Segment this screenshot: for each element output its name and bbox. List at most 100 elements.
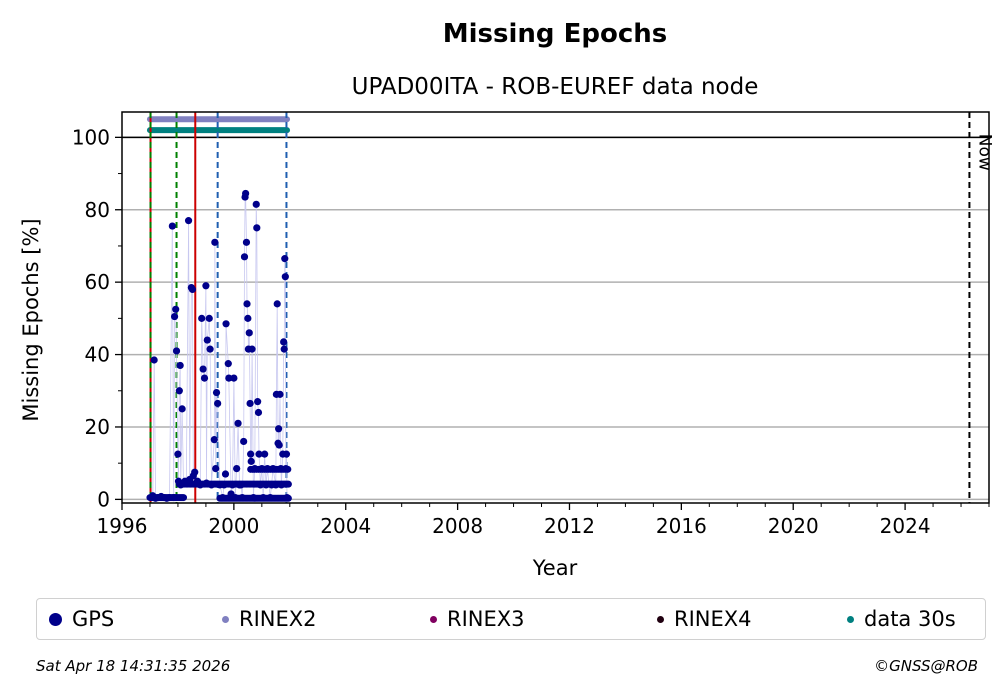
x-tick-label-2008: 2008 [432, 514, 483, 538]
data-point [266, 493, 274, 502]
plot-frame [121, 111, 990, 504]
legend-item-data-30s: data 30s [847, 599, 956, 639]
legend-item-rinex2: RINEX2 [222, 599, 317, 639]
data-point [196, 481, 204, 489]
legend: GPS RINEX2 RINEX3 RINEX4 data 30s [36, 598, 986, 640]
x-tick-label-2004: 2004 [320, 514, 371, 538]
x-tick-label-2000: 2000 [208, 514, 259, 538]
data-point [172, 305, 180, 313]
legend-item-gps: GPS [49, 599, 114, 639]
data-point [256, 481, 265, 489]
data-point [263, 465, 272, 473]
data-point [259, 493, 267, 502]
data-point [269, 465, 277, 473]
y-tick-label-100: 100 [72, 125, 110, 149]
y-axis-label: Missing Epochs [%] [19, 218, 43, 421]
legend-marker [222, 615, 229, 623]
data-point [242, 238, 251, 246]
legend-label: RINEX3 [447, 607, 525, 631]
y-tick-label-80: 80 [85, 198, 110, 222]
legend-item-rinex3: RINEX3 [430, 599, 525, 639]
data-point [224, 360, 232, 368]
chart-title: Missing Epochs [443, 19, 667, 49]
data-point [212, 465, 220, 473]
data-point [225, 374, 233, 382]
x-tick-label-2024: 2024 [880, 514, 931, 538]
data-point [198, 314, 206, 322]
data-point [170, 493, 178, 502]
data-point [243, 300, 251, 308]
data-point [248, 345, 256, 353]
data-point [188, 285, 197, 293]
data-point [237, 481, 245, 489]
data-point [191, 468, 199, 476]
legend-marker [430, 615, 437, 623]
data-point [210, 436, 218, 444]
data-point [275, 425, 283, 433]
data-point [228, 481, 237, 489]
data-point [207, 481, 216, 489]
data-point [220, 481, 228, 489]
data-point [277, 481, 286, 489]
data-point [283, 493, 291, 502]
legend-label: GPS [72, 607, 115, 631]
data-point [272, 481, 280, 489]
data-point [251, 465, 259, 473]
data-point [252, 200, 260, 208]
data-point [280, 345, 288, 353]
data-point [282, 465, 290, 473]
data-point [276, 390, 284, 398]
data-point [254, 398, 262, 406]
data-point [206, 345, 214, 353]
legend-marker [847, 615, 854, 623]
data-point [281, 255, 289, 263]
data-point [244, 314, 252, 322]
data-point [175, 387, 183, 395]
legend-label: RINEX2 [239, 607, 317, 631]
data-point [150, 356, 158, 364]
data-point [245, 329, 253, 337]
data-point [249, 493, 258, 502]
data-point [240, 437, 248, 446]
data-point [212, 388, 221, 397]
data-point [255, 450, 263, 458]
data-point [170, 312, 179, 321]
x-tick-label-1996: 1996 [97, 514, 148, 538]
data-point [211, 238, 219, 246]
plot-area: 0 20 40 60 80 100 1996 2000 2004 2008 2012 2016 2020… [72, 111, 994, 538]
legend-item-rinex4: RINEX4 [657, 599, 752, 639]
data-point [281, 273, 289, 281]
data-point [233, 465, 241, 473]
data-point [240, 253, 249, 261]
data-point [221, 470, 230, 478]
data-point [275, 441, 283, 449]
data-point [253, 224, 261, 232]
legend-label: data 30s [864, 607, 956, 631]
data-point [284, 480, 292, 488]
y-tick-label-60: 60 [85, 270, 110, 294]
data-point [200, 374, 209, 382]
data-point [246, 399, 254, 408]
footer-copyright: ©GNSS@ROB [874, 657, 978, 675]
x-tick-label-2012: 2012 [544, 514, 595, 538]
data-point [242, 189, 250, 198]
data-point [214, 399, 222, 408]
data-point [247, 450, 255, 458]
legend-label: RINEX4 [674, 607, 752, 631]
data-point [184, 217, 193, 225]
y-tick-label-20: 20 [85, 415, 110, 439]
data-point [219, 493, 227, 502]
data-point [230, 374, 238, 382]
data-point [282, 450, 291, 458]
data-point [176, 361, 184, 370]
data-point [222, 320, 230, 328]
data-point [180, 494, 188, 502]
data-point [199, 365, 207, 373]
data-point [231, 493, 239, 502]
data-point [238, 493, 246, 502]
data-point [168, 222, 176, 230]
legend-marker [49, 612, 62, 626]
data-point [258, 465, 266, 473]
data-point [178, 405, 186, 413]
data-point [254, 408, 263, 417]
